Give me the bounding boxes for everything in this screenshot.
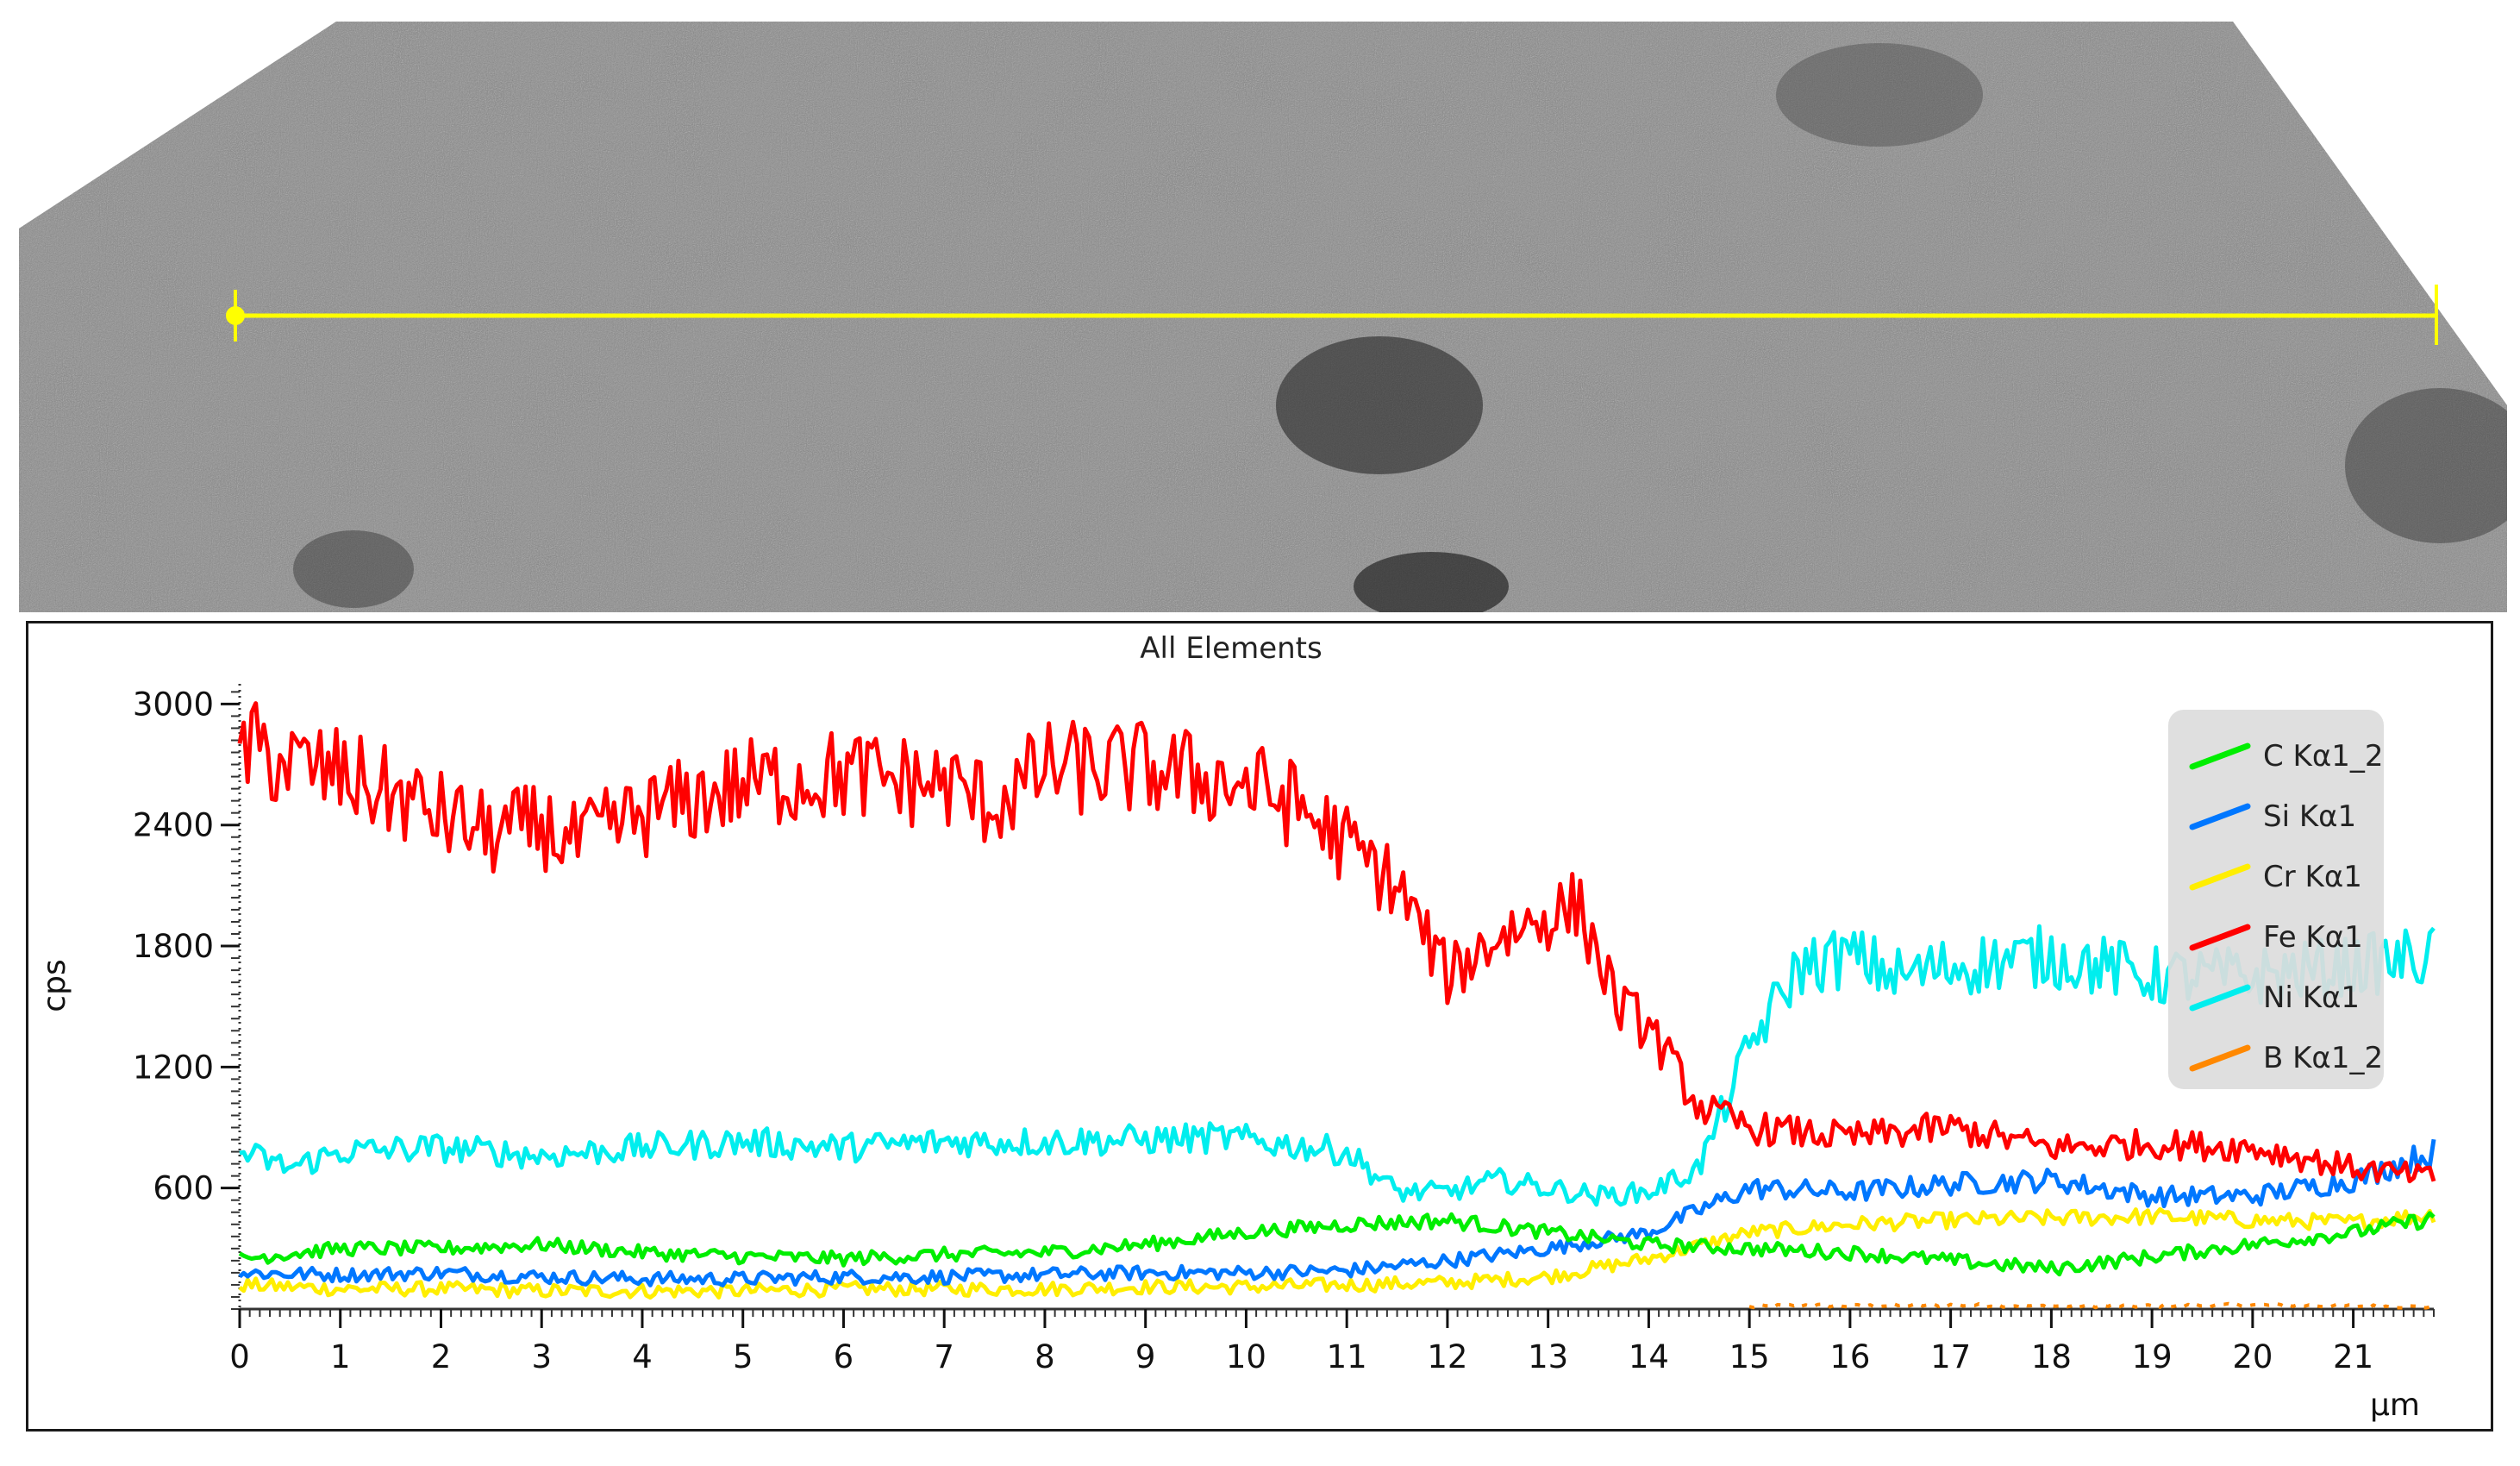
x-tick-label: 10	[1226, 1338, 1266, 1375]
legend-entry: Ni Kα1	[2263, 980, 2360, 1015]
y-tick-label: 1800	[133, 928, 214, 965]
dark-grain	[293, 530, 414, 608]
series-line-1	[238, 1138, 2436, 1287]
legend-swatch	[2189, 863, 2251, 891]
x-tick-label: 9	[1135, 1338, 1156, 1375]
axes: 0 1 2 3 4 5 6 7 8 9 10 11 12 13 14 15 16 17 18 19 20 21600120…	[133, 684, 2435, 1375]
line-profile-chart: All Elements cps µm 0 1 2 3 4 5 6 7 8 9 10 11 12 13 14…	[37, 631, 2436, 1423]
x-tick-label: 21	[2333, 1338, 2373, 1375]
series-line-4	[239, 924, 2436, 1207]
legend-entry: C Kα1_2	[2263, 739, 2384, 774]
x-tick-label: 6	[834, 1338, 854, 1375]
legend-entry: Cr Kα1	[2263, 860, 2362, 894]
series-line-0	[238, 1211, 2436, 1277]
x-tick-label: 17	[1930, 1338, 1971, 1375]
x-tick-label: 11	[1327, 1338, 1367, 1375]
series-line-5	[1748, 1301, 2435, 1310]
line-scan-marker[interactable]	[226, 285, 2438, 345]
legend-entry: Fe Kα1	[2263, 920, 2363, 955]
x-tick-label: 13	[1528, 1338, 1568, 1375]
legend: C Kα1_2 Si Kα1 Cr Kα1 Fe Kα1 Ni Kα1 B Kα1_2	[2168, 710, 2384, 1089]
legend-swatch	[2189, 984, 2251, 1012]
y-tick-label: 1200	[133, 1049, 214, 1086]
series-line-2	[238, 1206, 2436, 1300]
x-tick-label: 5	[733, 1338, 753, 1375]
dark-grain	[1354, 552, 1509, 612]
dark-grain	[2345, 388, 2507, 543]
chart-panel: All Elements cps µm 0 1 2 3 4 5 6 7 8 9 10 11 12 13 14…	[26, 621, 2493, 1432]
x-tick-label: 15	[1729, 1338, 1770, 1375]
sem-micrograph	[19, 22, 2507, 612]
legend-swatch	[2189, 1044, 2251, 1072]
chart-title: All Elements	[1140, 631, 1322, 666]
x-tick-label: 16	[1829, 1338, 1870, 1375]
y-axis-label: cps	[37, 959, 72, 1012]
series-layer	[237, 701, 2436, 1310]
x-tick-label: 8	[1035, 1338, 1055, 1375]
x-tick-label: 0	[229, 1338, 250, 1375]
series-line-3	[237, 701, 2436, 1184]
x-tick-label: 1	[330, 1338, 351, 1375]
x-tick-label: 12	[1427, 1338, 1467, 1375]
x-tick-label: 20	[2232, 1338, 2273, 1375]
x-tick-label: 3	[531, 1338, 552, 1375]
y-tick-label: 3000	[133, 686, 214, 723]
x-tick-label: 4	[632, 1338, 653, 1375]
line-start-handle[interactable]	[226, 306, 245, 325]
x-tick-label: 2	[431, 1338, 452, 1375]
legend-entry: Si Kα1	[2263, 799, 2356, 834]
legend-swatch	[2189, 803, 2251, 830]
legend-swatch	[2189, 924, 2251, 951]
x-axis-label: µm	[2370, 1388, 2420, 1423]
legend-swatch	[2189, 742, 2251, 770]
y-tick-label: 600	[153, 1170, 214, 1207]
legend-entry: B Kα1_2	[2263, 1041, 2383, 1075]
x-tick-label: 18	[2031, 1338, 2072, 1375]
y-tick-label: 2400	[133, 807, 214, 844]
x-tick-label: 7	[934, 1338, 954, 1375]
x-tick-label: 19	[2132, 1338, 2173, 1375]
dark-grain	[1276, 336, 1483, 474]
x-tick-label: 14	[1629, 1338, 1669, 1375]
dark-grain	[1776, 43, 1983, 147]
